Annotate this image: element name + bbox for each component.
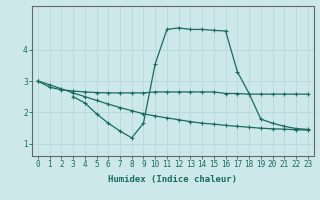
X-axis label: Humidex (Indice chaleur): Humidex (Indice chaleur): [108, 175, 237, 184]
